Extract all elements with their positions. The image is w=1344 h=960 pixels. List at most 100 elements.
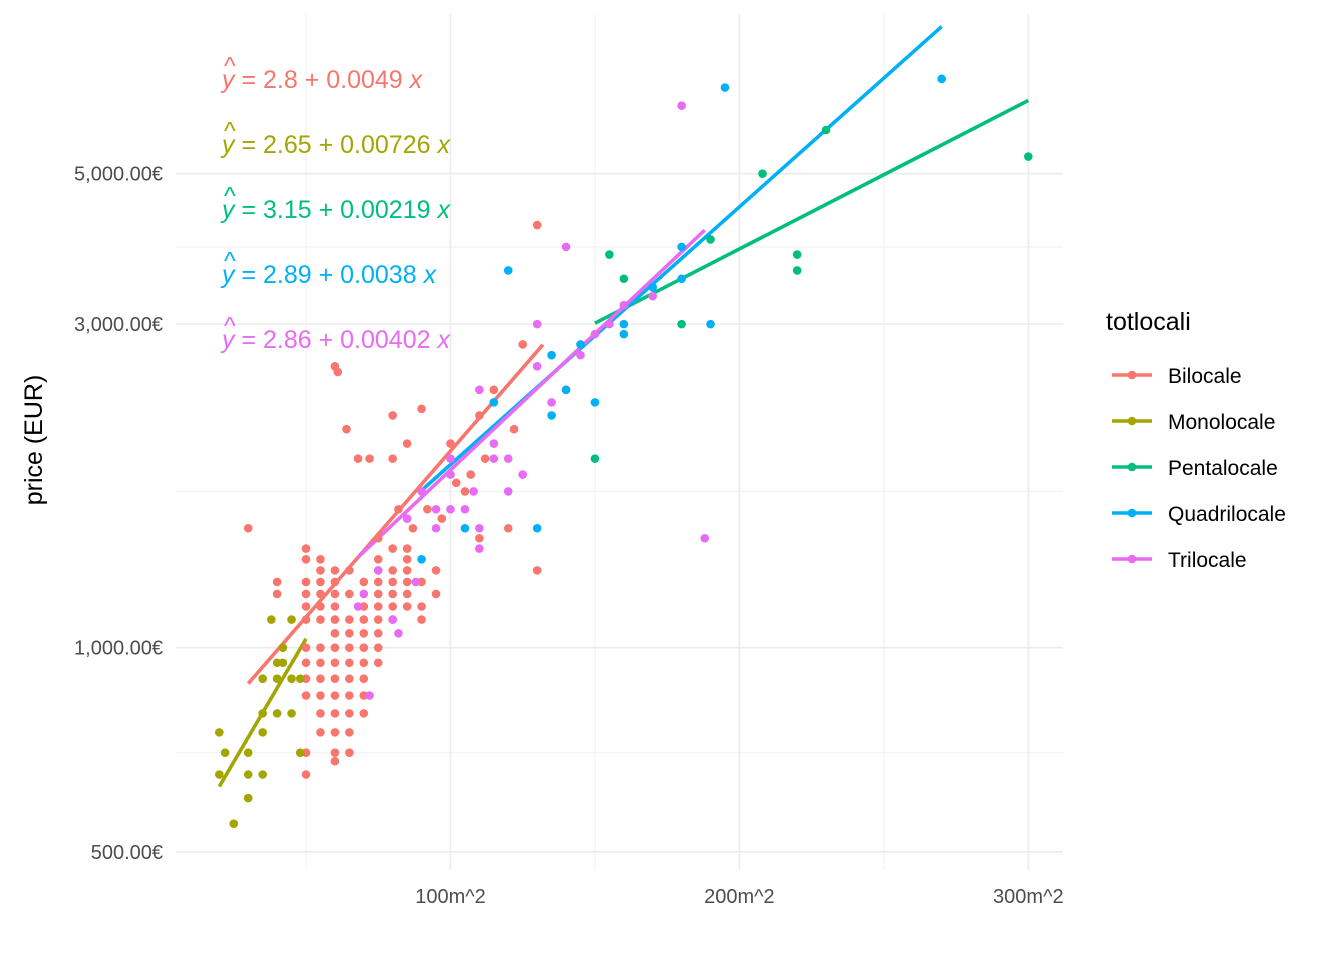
data-point	[258, 770, 267, 779]
equation-text: y = 2.89 + 0.0038 x	[220, 261, 438, 289]
data-point	[220, 748, 230, 757]
data-points	[215, 74, 1033, 829]
data-point	[359, 589, 369, 599]
data-point	[330, 728, 340, 737]
data-point	[394, 628, 403, 638]
data-point	[446, 470, 455, 479]
data-point	[316, 691, 325, 700]
data-point	[431, 504, 441, 514]
equation-text: y = 2.65 + 0.00726 x	[220, 131, 451, 159]
data-point	[345, 589, 354, 599]
x-tick-label: 100m^2	[415, 886, 486, 908]
data-point	[677, 274, 686, 284]
legend-items: Bilocale Monolocale Pentalocale Quadrilocal…	[1112, 365, 1286, 572]
data-point	[365, 691, 374, 700]
data-point	[301, 691, 311, 700]
equation-label: ^y = 2.8 + 0.0049 x	[220, 52, 424, 94]
data-point	[411, 577, 421, 587]
data-point	[590, 329, 600, 339]
data-point	[301, 544, 311, 553]
data-point	[402, 577, 412, 587]
data-point	[373, 628, 383, 638]
equation-text: y = 2.86 + 0.00402 x	[220, 326, 451, 354]
data-point	[388, 577, 397, 587]
data-point	[619, 300, 629, 310]
data-point	[475, 411, 484, 420]
data-point	[353, 454, 363, 463]
data-point	[619, 329, 629, 339]
data-point	[532, 361, 542, 371]
regression-line	[420, 25, 943, 492]
data-point	[316, 674, 325, 683]
data-point	[509, 424, 519, 434]
data-point	[466, 470, 476, 479]
data-point	[408, 523, 418, 533]
legend-label: Quadrilocale	[1168, 503, 1286, 526]
data-point	[278, 658, 288, 668]
data-point	[394, 504, 403, 514]
x-tick-label: 200m^2	[704, 886, 775, 908]
data-point	[700, 533, 710, 543]
data-point	[402, 554, 412, 564]
data-point	[316, 709, 325, 718]
legend-key-point	[1127, 370, 1137, 380]
data-point	[287, 674, 296, 683]
data-point	[345, 566, 354, 575]
data-point	[489, 454, 499, 463]
data-point	[518, 470, 528, 479]
data-point	[287, 709, 296, 718]
data-point	[706, 235, 715, 244]
data-point	[480, 454, 490, 463]
data-point	[316, 589, 325, 599]
y-axis-title: price (EUR)	[20, 375, 48, 506]
x-axis-tick-labels: 100m^2 200m^2 300m^2	[415, 886, 1063, 908]
y-tick-label: 1,000.00€	[74, 638, 163, 660]
data-point	[590, 454, 600, 463]
legend-key-point	[1127, 554, 1137, 564]
data-point	[330, 691, 340, 700]
data-point	[532, 523, 542, 533]
data-point	[489, 385, 499, 395]
data-point	[359, 643, 369, 652]
data-point	[437, 514, 447, 523]
data-point	[272, 589, 282, 599]
data-point	[475, 544, 484, 553]
data-point	[590, 398, 600, 407]
data-point	[345, 728, 354, 737]
legend: totlocali Bilocale Monolocale Pentalocale Q…	[1106, 308, 1286, 572]
data-point	[561, 242, 571, 252]
data-point	[792, 266, 802, 275]
data-point	[388, 602, 397, 611]
data-point	[388, 589, 397, 599]
equation-text: y = 3.15 + 0.00219 x	[220, 196, 451, 224]
data-point	[469, 487, 478, 496]
data-point	[301, 643, 311, 652]
data-point	[417, 602, 426, 611]
data-point	[417, 615, 426, 624]
y-hat-accent: ^	[224, 182, 236, 210]
data-point	[648, 282, 658, 292]
data-point	[272, 577, 282, 587]
data-point	[333, 367, 343, 377]
y-hat-accent: ^	[224, 247, 236, 275]
data-point	[359, 709, 369, 718]
data-point	[359, 658, 369, 668]
data-point	[243, 770, 253, 779]
data-point	[316, 566, 325, 575]
data-point	[330, 674, 340, 683]
legend-item: Trilocale	[1112, 549, 1247, 572]
data-point	[792, 250, 802, 259]
data-point	[330, 756, 340, 766]
data-point	[503, 454, 513, 463]
legend-item: Pentalocale	[1112, 457, 1278, 480]
data-point	[460, 523, 470, 533]
data-point	[215, 770, 224, 779]
legend-item: Quadrilocale	[1112, 503, 1286, 526]
data-point	[605, 319, 614, 329]
regression-equations: ^y = 2.8 + 0.0049 x ^ y = 2.65 + 0.00726 x…	[220, 52, 451, 354]
data-point	[489, 439, 499, 448]
x-tick-label: 300m^2	[993, 886, 1064, 908]
data-point	[431, 589, 441, 599]
data-point	[576, 340, 585, 349]
